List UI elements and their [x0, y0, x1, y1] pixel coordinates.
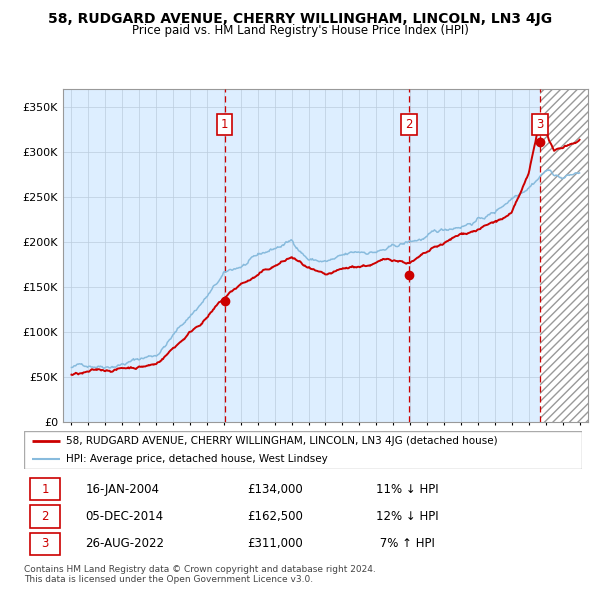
Text: 2: 2	[405, 118, 413, 131]
Text: 26-AUG-2022: 26-AUG-2022	[85, 537, 164, 550]
Text: Price paid vs. HM Land Registry's House Price Index (HPI): Price paid vs. HM Land Registry's House …	[131, 24, 469, 37]
Text: £162,500: £162,500	[247, 510, 303, 523]
Bar	[540, 88, 588, 422]
Text: 1: 1	[41, 483, 49, 496]
Text: 3: 3	[41, 537, 49, 550]
Text: £134,000: £134,000	[247, 483, 303, 496]
Text: 11% ↓ HPI: 11% ↓ HPI	[376, 483, 438, 496]
Text: 16-JAN-2004: 16-JAN-2004	[85, 483, 160, 496]
FancyBboxPatch shape	[29, 533, 60, 555]
FancyBboxPatch shape	[24, 431, 582, 469]
Text: 7% ↑ HPI: 7% ↑ HPI	[376, 537, 434, 550]
FancyBboxPatch shape	[29, 478, 60, 500]
Text: 3: 3	[536, 118, 544, 131]
FancyBboxPatch shape	[29, 506, 60, 527]
Text: Contains HM Land Registry data © Crown copyright and database right 2024.: Contains HM Land Registry data © Crown c…	[24, 565, 376, 574]
Text: 58, RUDGARD AVENUE, CHERRY WILLINGHAM, LINCOLN, LN3 4JG: 58, RUDGARD AVENUE, CHERRY WILLINGHAM, L…	[48, 12, 552, 27]
Text: 05-DEC-2014: 05-DEC-2014	[85, 510, 164, 523]
Text: 58, RUDGARD AVENUE, CHERRY WILLINGHAM, LINCOLN, LN3 4JG (detached house): 58, RUDGARD AVENUE, CHERRY WILLINGHAM, L…	[66, 436, 497, 446]
Text: 2: 2	[41, 510, 49, 523]
Text: This data is licensed under the Open Government Licence v3.0.: This data is licensed under the Open Gov…	[24, 575, 313, 584]
Text: 12% ↓ HPI: 12% ↓ HPI	[376, 510, 438, 523]
Text: 1: 1	[221, 118, 229, 131]
Text: £311,000: £311,000	[247, 537, 303, 550]
Text: HPI: Average price, detached house, West Lindsey: HPI: Average price, detached house, West…	[66, 454, 328, 464]
